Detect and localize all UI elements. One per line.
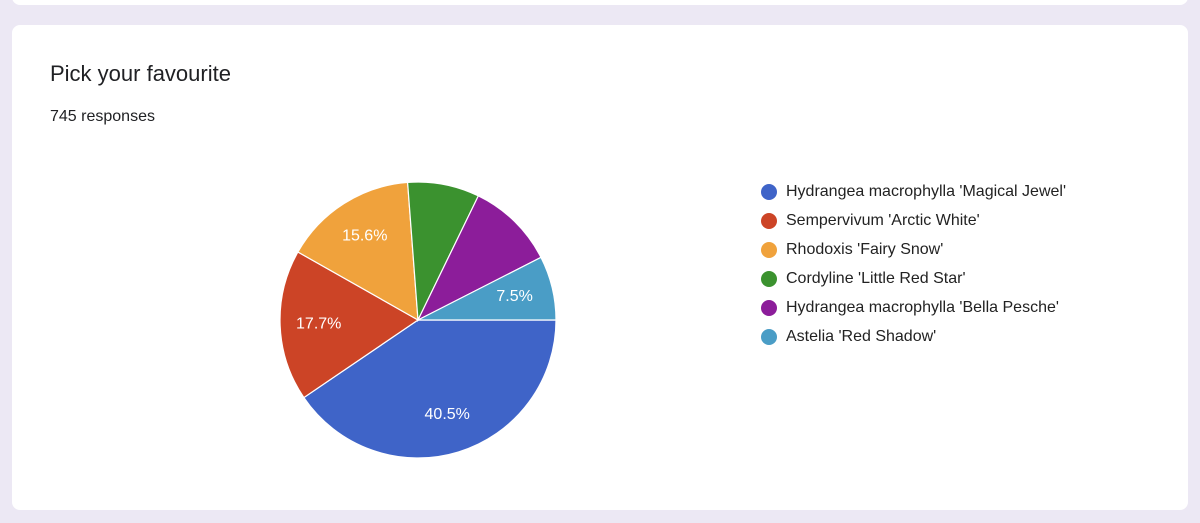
previous-card — [12, 0, 1188, 5]
legend-marker — [761, 271, 777, 287]
pie-slice — [297, 181, 419, 322]
legend-marker — [761, 213, 777, 229]
slice-label: 17.7% — [296, 315, 341, 332]
legend-marker — [761, 242, 777, 258]
legend-label: Rhodoxis 'Fairy Snow' — [786, 241, 943, 258]
legend-label: Cordyline 'Little Red Star' — [786, 270, 966, 287]
legend-marker — [761, 184, 777, 200]
pie-slice — [303, 319, 557, 459]
chart-title: Pick your favourite — [50, 61, 231, 86]
legend-label: Sempervivum 'Arctic White' — [786, 212, 980, 229]
legend-marker — [761, 300, 777, 316]
slice-label: 40.5% — [425, 406, 470, 423]
pie-slice — [416, 195, 542, 322]
slice-label: 15.6% — [342, 227, 387, 244]
chart-subtitle: 745 responses — [50, 108, 155, 125]
pie-slice — [279, 251, 420, 399]
slice-label: 7.5% — [496, 288, 532, 305]
legend-label: Hydrangea macrophylla 'Bella Pesche' — [786, 299, 1059, 316]
legend-marker — [761, 329, 777, 345]
legend-label: Astelia 'Red Shadow' — [786, 328, 936, 345]
legend-label: Hydrangea macrophylla 'Magical Jewel' — [786, 183, 1066, 200]
question-card — [12, 25, 1188, 510]
pie-slice — [417, 256, 557, 321]
